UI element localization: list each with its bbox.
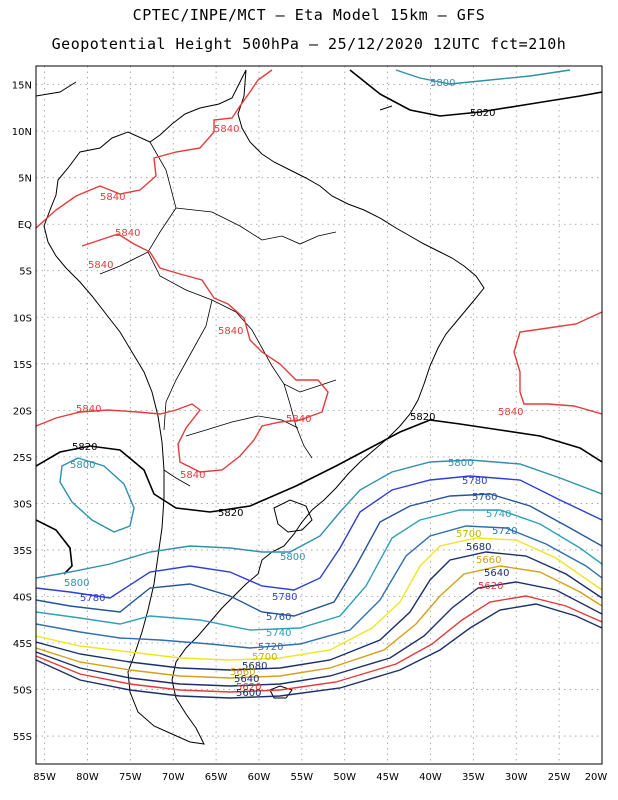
contour-5800-closed [59, 457, 135, 533]
contour-5660 [36, 565, 602, 679]
label-5820-north: 5820 [470, 108, 495, 119]
caribbean-coast [36, 81, 393, 111]
lat-tick-label: EQ [18, 220, 32, 231]
lat-tick-label: 45S [13, 639, 32, 650]
label-5640-b: 5640 [234, 674, 259, 685]
contour-5840-east [513, 311, 602, 415]
contour-5780 [36, 475, 602, 599]
lon-tick-label: 20W [585, 772, 608, 783]
lat-tick-label: 50S [13, 686, 32, 697]
label-5800-c: 5800 [280, 552, 305, 563]
label-5840-b: 5840 [100, 192, 125, 203]
lat-tick-label: 35S [13, 546, 32, 557]
longitude-labels: 85W 80W 75W 70W 65W 60W 55W 50W 45W 40W 35W 30W 25W 2… [33, 772, 607, 783]
label-5780-b: 5780 [80, 593, 105, 604]
contour-5820-main [36, 419, 602, 513]
contour-5840-north [36, 69, 273, 229]
label-5740-a: 5740 [486, 509, 511, 520]
lat-tick-label: 20S [13, 406, 32, 417]
label-5840-g: 5840 [286, 414, 311, 425]
label-5680-a: 5680 [466, 542, 491, 553]
lon-tick-label: 70W [162, 772, 185, 783]
lat-tick-label: 15S [13, 360, 32, 371]
lat-tick-label: 5N [18, 174, 32, 185]
map-frame [35, 65, 603, 765]
label-5620-b: 5620 [236, 682, 261, 693]
label-5700-a: 5700 [456, 529, 481, 540]
label-5660-a: 5660 [476, 555, 501, 566]
lon-tick-label: 80W [76, 772, 99, 783]
contour-5840-amazon [36, 233, 329, 473]
label-5800-north: 5800 [430, 78, 455, 89]
title-line-1: CPTEC/INPE/MCT – Eta Model 15km – GFS [132, 6, 486, 24]
label-5840-h: 5840 [180, 470, 205, 481]
uruguay-outline [273, 499, 313, 533]
contour-5760 [36, 493, 602, 617]
label-5800-d: 5800 [64, 578, 89, 589]
contour-5800-main [36, 459, 602, 579]
label-5720-b: 5720 [258, 642, 283, 653]
title-line-2: Geopotential Height 500hPa – 25/12/2020 … [51, 35, 567, 53]
label-5820-b: 5820 [72, 442, 97, 453]
lon-tick-label: 85W [33, 772, 56, 783]
contour-5820-west-loop [36, 519, 73, 575]
label-5760-a: 5760 [472, 492, 497, 503]
lat-tick-label: 5S [19, 267, 32, 278]
label-5660-b: 5660 [230, 667, 255, 678]
contour-5720 [36, 525, 602, 649]
lat-tick-label: 30S [13, 499, 32, 510]
contour-5600 [36, 603, 602, 699]
lon-tick-label: 25W [548, 772, 571, 783]
contour-labels: 5840 5840 5840 5840 5840 5840 5840 5840 … [64, 78, 523, 699]
internal-borders [99, 141, 337, 487]
label-5720-a: 5720 [492, 526, 517, 537]
label-5840-c: 5840 [115, 228, 140, 239]
lat-tick-label: 40S [13, 592, 32, 603]
lon-tick-label: 55W [291, 772, 314, 783]
lon-tick-label: 65W [205, 772, 228, 783]
lon-tick-label: 45W [376, 772, 399, 783]
label-5640-a: 5640 [484, 568, 509, 579]
lon-tick-label: 60W [248, 772, 271, 783]
label-5800-a: 5800 [70, 460, 95, 471]
lon-tick-label: 40W [419, 772, 442, 783]
lat-tick-label: 55S [13, 732, 32, 743]
contour-5820-north [349, 69, 602, 117]
contour-5740 [36, 509, 602, 631]
latitude-labels: 15N 10N 5N EQ 5S 10S 15S 20S 25S 30S 35S 40S 45S 50S 5… [12, 81, 32, 743]
contour-5680 [36, 551, 602, 671]
label-5840-a: 5840 [214, 124, 239, 135]
lon-tick-label: 75W [119, 772, 142, 783]
lat-tick-label: 15N [12, 81, 32, 92]
label-5740-b: 5740 [266, 628, 291, 639]
lon-tick-label: 30W [505, 772, 528, 783]
label-5840-f: 5840 [76, 404, 101, 415]
lon-tick-label: 50W [333, 772, 356, 783]
contour-5640 [36, 581, 602, 687]
label-5780-c: 5780 [272, 592, 297, 603]
label-5840-d: 5840 [88, 260, 113, 271]
lat-tick-label: 10S [13, 313, 32, 324]
label-5780-a: 5780 [462, 476, 487, 487]
contour-lines [36, 69, 602, 699]
label-5800-b: 5800 [448, 458, 473, 469]
contour-5800-north [395, 69, 571, 85]
label-5620-a: 5620 [478, 581, 503, 592]
lat-tick-label: 25S [13, 453, 32, 464]
label-5820-c: 5820 [218, 508, 243, 519]
label-5600-a: 5600 [236, 688, 261, 699]
label-5760-b: 5760 [266, 612, 291, 623]
label-5820-a: 5820 [410, 412, 435, 423]
label-5700-b: 5700 [252, 652, 277, 663]
lat-tick-label: 10N [12, 127, 32, 138]
label-5680-b: 5680 [242, 661, 267, 672]
contour-5700 [36, 537, 602, 661]
lon-tick-label: 35W [462, 772, 485, 783]
label-5840-e: 5840 [218, 326, 243, 337]
contour-5620 [36, 595, 602, 693]
label-5840-i: 5840 [498, 407, 523, 418]
